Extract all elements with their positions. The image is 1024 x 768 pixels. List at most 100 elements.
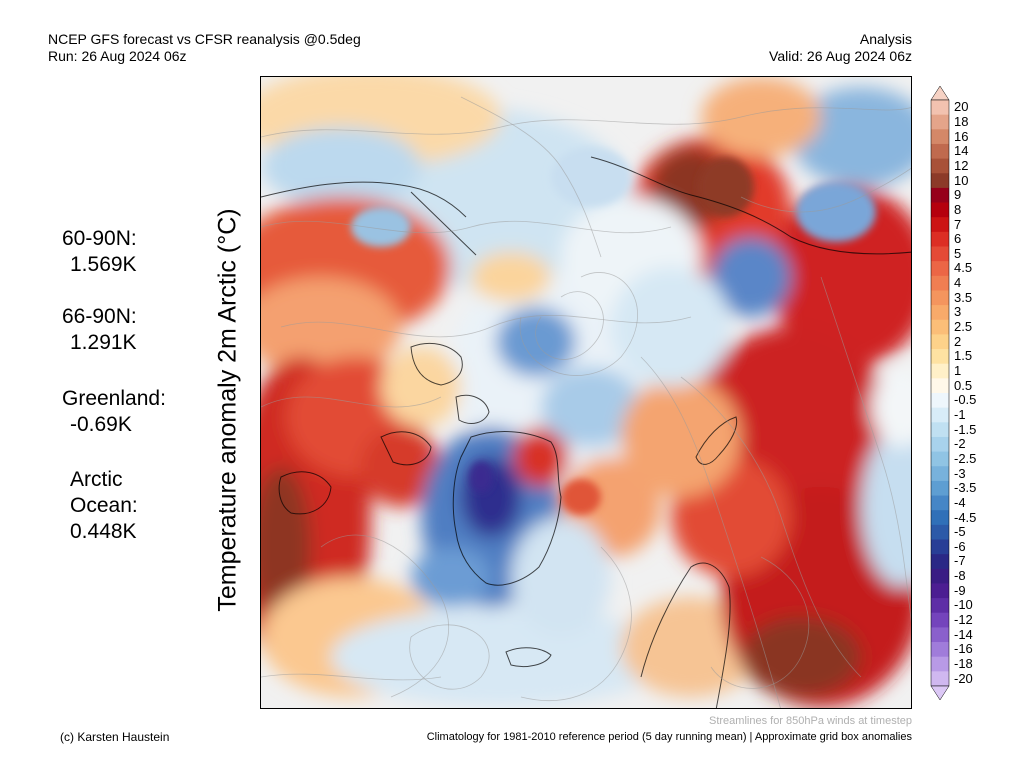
climatology-note: Climatology for 1981-2010 reference peri… (426, 731, 912, 743)
colorbar-bin (931, 554, 949, 570)
colorbar-top-arrow (930, 85, 950, 101)
colorbar-label: -16 (954, 641, 973, 657)
colorbar-bin (931, 598, 949, 614)
analysis-type: Analysis (859, 31, 912, 47)
stat-label: Greenland: (62, 387, 166, 410)
stat-arctic-ocean: Arctic Ocean: 0.448K (70, 467, 138, 545)
colorbar-bin (931, 129, 949, 145)
colorbar-label: 10 (954, 172, 969, 188)
stat-66-90n: 66-90N: 1.291K (62, 304, 137, 356)
colorbar-bin (931, 466, 949, 482)
colorbar-bin (931, 480, 949, 496)
map-title: NCEP GFS forecast vs CFSR reanalysis @0.… (48, 31, 361, 47)
colorbar-bin (931, 524, 949, 540)
arctic-anomaly-map[interactable] (260, 76, 912, 709)
colorbar-bin (931, 100, 949, 116)
colorbar-label: 20 (954, 99, 969, 115)
colorbar-bin (931, 393, 949, 409)
colorbar (930, 85, 950, 701)
colorbar-bin (931, 407, 949, 423)
colorbar-label: 6 (954, 231, 962, 247)
stat-label: Arctic (70, 468, 123, 491)
colorbar-bin (931, 510, 949, 526)
colorbar-label: 0.5 (954, 377, 973, 393)
colorbar-bin (931, 422, 949, 438)
anomaly-field (261, 77, 911, 707)
stat-value: 0.448K (70, 520, 137, 543)
valid-time: Valid: 26 Aug 2024 06z (769, 48, 912, 64)
colorbar-label: -20 (954, 670, 973, 686)
colorbar-bin (931, 114, 949, 130)
colorbar-label: -3 (954, 465, 966, 481)
streamlines-note: Streamlines for 850hPa winds at timestep (709, 715, 912, 727)
colorbar-label: 4.5 (954, 260, 973, 276)
colorbar-label: -4.5 (954, 509, 977, 525)
colorbar-label: -12 (954, 612, 973, 628)
colorbar-label: -0.5 (954, 392, 977, 408)
credit: (c) Karsten Haustein (60, 730, 170, 744)
colorbar-bin (931, 539, 949, 555)
colorbar-bin (931, 305, 949, 321)
wind-streamlines (261, 96, 911, 708)
stat-label-2: Ocean: (70, 494, 138, 517)
stat-value: -0.69K (70, 413, 132, 436)
colorbar-bin (931, 217, 949, 233)
stat-greenland: Greenland: -0.69K (62, 386, 166, 438)
colorbar-label: 7 (954, 216, 962, 232)
colorbar-bin (931, 612, 949, 628)
colorbar-label: 9 (954, 187, 962, 203)
colorbar-label: 14 (954, 143, 969, 159)
colorbar-bin (931, 202, 949, 218)
colorbar-label: -1.5 (954, 421, 977, 437)
colorbar-bin (931, 349, 949, 365)
colorbar-bin (931, 187, 949, 203)
colorbar-label: -9 (954, 582, 966, 598)
colorbar-label: 4 (954, 275, 962, 291)
colorbar-bin (931, 656, 949, 672)
colorbar-label: -2 (954, 436, 966, 452)
axis-label: Temperature anomaly 2m Arctic (°C) (213, 208, 242, 612)
colorbar-label: 12 (954, 157, 969, 173)
colorbar-bin (931, 158, 949, 174)
colorbar-label: 8 (954, 201, 962, 217)
colorbar-label: 5 (954, 245, 962, 261)
colorbar-bin (931, 334, 949, 350)
colorbar-bin (931, 261, 949, 277)
colorbar-bin (931, 246, 949, 262)
colorbar-bin (931, 642, 949, 658)
colorbar-bins (930, 99, 950, 687)
colorbar-bin (931, 173, 949, 189)
stat-value: 1.569K (70, 253, 137, 276)
colorbar-label: 3.5 (954, 289, 973, 305)
colorbar-label: -8 (954, 568, 966, 584)
anomaly-detail (351, 147, 876, 515)
colorbar-bottom-arrow (930, 685, 950, 701)
colorbar-label: -14 (954, 626, 973, 642)
stat-60-90n: 60-90N: 1.569K (62, 226, 137, 278)
colorbar-label: 2.5 (954, 319, 973, 335)
colorbar-bin (931, 583, 949, 599)
stat-value: 1.291K (70, 331, 137, 354)
colorbar-bin (931, 275, 949, 291)
colorbar-bin (931, 495, 949, 511)
colorbar-label: 1 (954, 363, 962, 379)
colorbar-svg (930, 85, 950, 701)
colorbar-bin (931, 671, 949, 687)
colorbar-label: -6 (954, 538, 966, 554)
colorbar-label: 2 (954, 333, 962, 349)
colorbar-label: -3.5 (954, 480, 977, 496)
colorbar-bin (931, 143, 949, 159)
run-time: Run: 26 Aug 2024 06z (48, 48, 187, 64)
colorbar-label: -5 (954, 524, 966, 540)
colorbar-label: 3 (954, 304, 962, 320)
colorbar-label: 1.5 (954, 348, 973, 364)
colorbar-label: -18 (954, 656, 973, 672)
stat-label: 60-90N: (62, 227, 137, 250)
colorbar-label: -10 (954, 597, 973, 613)
colorbar-bin (931, 363, 949, 379)
colorbar-label: 16 (954, 128, 969, 144)
colorbar-bin (931, 378, 949, 394)
colorbar-bin (931, 231, 949, 247)
colorbar-bin (931, 627, 949, 643)
colorbar-bin (931, 568, 949, 584)
